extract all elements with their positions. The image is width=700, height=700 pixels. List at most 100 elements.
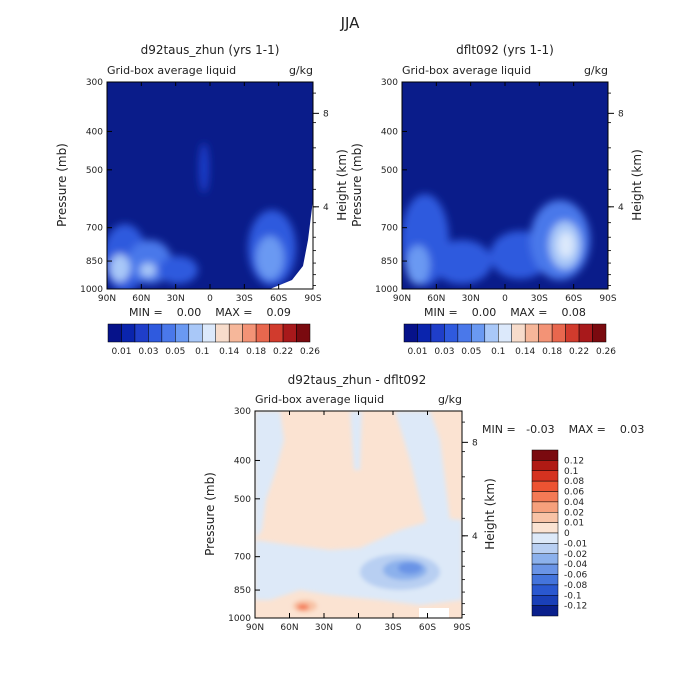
colorbar-swatch xyxy=(531,449,559,461)
x-tick-label: 60N xyxy=(132,294,150,304)
colorbar-label: 0.03 xyxy=(138,347,158,357)
colorbar-swatch xyxy=(457,323,472,343)
panel-1: d92taus_zhun (yrs 1-1) Grid-box average … xyxy=(55,43,349,357)
x-tick-label: 0 xyxy=(207,294,213,304)
panel-2-title: dflt092 (yrs 1-1) xyxy=(456,43,554,57)
panel-1-y2label: Height (km) xyxy=(335,149,349,220)
colorbar-label: 0.22 xyxy=(569,347,589,357)
panel-3-y2label: Height (km) xyxy=(483,478,497,549)
panel-3: d92taus_zhun - dflt092 Grid-box average … xyxy=(203,373,644,633)
colorbar-swatch xyxy=(531,491,559,503)
panel-2-colorbar: 0.01 0.03 0.05 0.1 0.14 0.18 0.22 0.26 xyxy=(403,323,616,357)
x-tick-label: 90N xyxy=(246,623,264,633)
x-tick-label: 90S xyxy=(599,294,616,304)
colorbar-swatch xyxy=(161,323,176,343)
colorbar-swatch xyxy=(175,323,190,343)
x-tick-label: 60S xyxy=(419,623,436,633)
y-tick-label: 850 xyxy=(381,257,398,267)
x-tick-label: 90N xyxy=(393,294,411,304)
y-tick-label: 850 xyxy=(234,586,251,596)
x-tick-label: 30S xyxy=(531,294,548,304)
panel-1-axes: 90N 60N 30N 0 30S 60S 90S 300 400 500 700 850 1000 8 4 xyxy=(80,78,329,304)
colorbar-label: 0.02 xyxy=(564,508,584,518)
y-tick-label: 700 xyxy=(234,553,251,563)
colorbar-label: 0 xyxy=(564,529,570,539)
y2-tick-label: 4 xyxy=(323,203,329,213)
colorbar-swatch xyxy=(592,323,607,343)
y-tick-label: 1000 xyxy=(375,285,398,295)
colorbar-label: 0.26 xyxy=(596,347,616,357)
colorbar-label: 0.12 xyxy=(564,456,584,466)
colorbar-label: -0.12 xyxy=(564,602,587,612)
panel-2-y2label: Height (km) xyxy=(630,149,644,220)
colorbar-label: -0.02 xyxy=(564,550,587,560)
colorbar-swatch xyxy=(531,605,559,617)
colorbar-label: 0.01 xyxy=(111,347,131,357)
colorbar-label: -0.01 xyxy=(564,539,587,549)
y-tick-label: 400 xyxy=(234,456,251,466)
colorbar-swatch xyxy=(531,522,559,534)
colorbar-label: 0.04 xyxy=(564,498,584,508)
colorbar-swatch xyxy=(228,323,243,343)
x-tick-label: 60N xyxy=(280,623,298,633)
panel-2: dflt092 (yrs 1-1) Grid-box average liqui… xyxy=(350,43,644,357)
colorbar-swatch xyxy=(296,323,311,343)
colorbar-swatch xyxy=(215,323,230,343)
colorbar-swatch xyxy=(403,323,418,343)
colorbar-swatch xyxy=(282,323,297,343)
panel-3-ylabel: Pressure (mb) xyxy=(203,472,217,556)
colorbar-swatch xyxy=(531,553,559,565)
colorbar-label: 0.1 xyxy=(195,347,209,357)
colorbar-swatch xyxy=(531,460,559,471)
panel-1-title: d92taus_zhun (yrs 1-1) xyxy=(141,43,280,57)
colorbar-label: 0.01 xyxy=(564,519,584,529)
panel-3-title: d92taus_zhun - dflt092 xyxy=(288,373,427,387)
panel-1-ylabel: Pressure (mb) xyxy=(55,143,69,227)
colorbar-swatch xyxy=(498,323,512,343)
panel-3-colorbar: 0.120.10.080.060.040.020.010-0.01-0.02-0… xyxy=(531,449,588,617)
y-tick-label: 400 xyxy=(381,127,398,137)
x-tick-label: 30N xyxy=(462,294,480,304)
panel-3-field xyxy=(255,411,462,618)
colorbar-swatch xyxy=(148,323,163,343)
colorbar-swatch xyxy=(551,323,566,343)
panel-2-units: g/kg xyxy=(584,64,608,77)
colorbar-swatch xyxy=(531,470,559,482)
colorbar-label: 0.26 xyxy=(300,347,320,357)
panel-3-axes: 90N 60N 30N 0 30S 60S 90S 300 400 500 700 850 1000 8 4 xyxy=(228,407,478,633)
y-tick-label: 700 xyxy=(86,224,103,234)
panel-2-subtitle: Grid-box average liquid xyxy=(402,64,531,77)
x-tick-label: 30S xyxy=(384,623,401,633)
panel-1-units: g/kg xyxy=(289,64,313,77)
colorbar-label: -0.06 xyxy=(564,571,588,581)
y-tick-label: 500 xyxy=(234,495,251,505)
colorbar-label: -0.04 xyxy=(564,560,588,570)
colorbar-label: 0.08 xyxy=(564,477,584,487)
colorbar-label: 0.1 xyxy=(564,467,578,477)
colorbar-swatch xyxy=(531,501,559,513)
colorbar-label: -0.08 xyxy=(564,581,588,591)
colorbar-swatch xyxy=(531,584,559,596)
x-tick-label: 30N xyxy=(167,294,185,304)
figure-title: JJA xyxy=(340,14,361,32)
colorbar-label: 0.01 xyxy=(407,347,427,357)
colorbar-swatch xyxy=(578,323,593,343)
x-tick-label: 30N xyxy=(315,623,333,633)
panel-1-subtitle: Grid-box average liquid xyxy=(107,64,236,77)
colorbar-swatch xyxy=(531,595,559,606)
colorbar-label: 0.03 xyxy=(434,347,454,357)
panel-2-ylabel: Pressure (mb) xyxy=(350,143,364,227)
colorbar-swatch xyxy=(430,323,445,343)
colorbar-swatch xyxy=(107,323,122,343)
colorbar-swatch xyxy=(484,323,499,343)
colorbar-label: 0.06 xyxy=(564,488,584,498)
colorbar-swatch xyxy=(269,323,284,343)
x-tick-label: 90S xyxy=(304,294,321,304)
x-tick-label: 0 xyxy=(502,294,508,304)
x-tick-label: 90S xyxy=(453,623,470,633)
panel-3-units: g/kg xyxy=(438,393,462,406)
panel-2-field xyxy=(402,82,608,289)
panel-2-axes: 90N 60N 30N 0 30S 60S 90S 300 400 500 700 850 1000 8 4 xyxy=(375,78,624,304)
colorbar-swatch xyxy=(121,323,136,343)
